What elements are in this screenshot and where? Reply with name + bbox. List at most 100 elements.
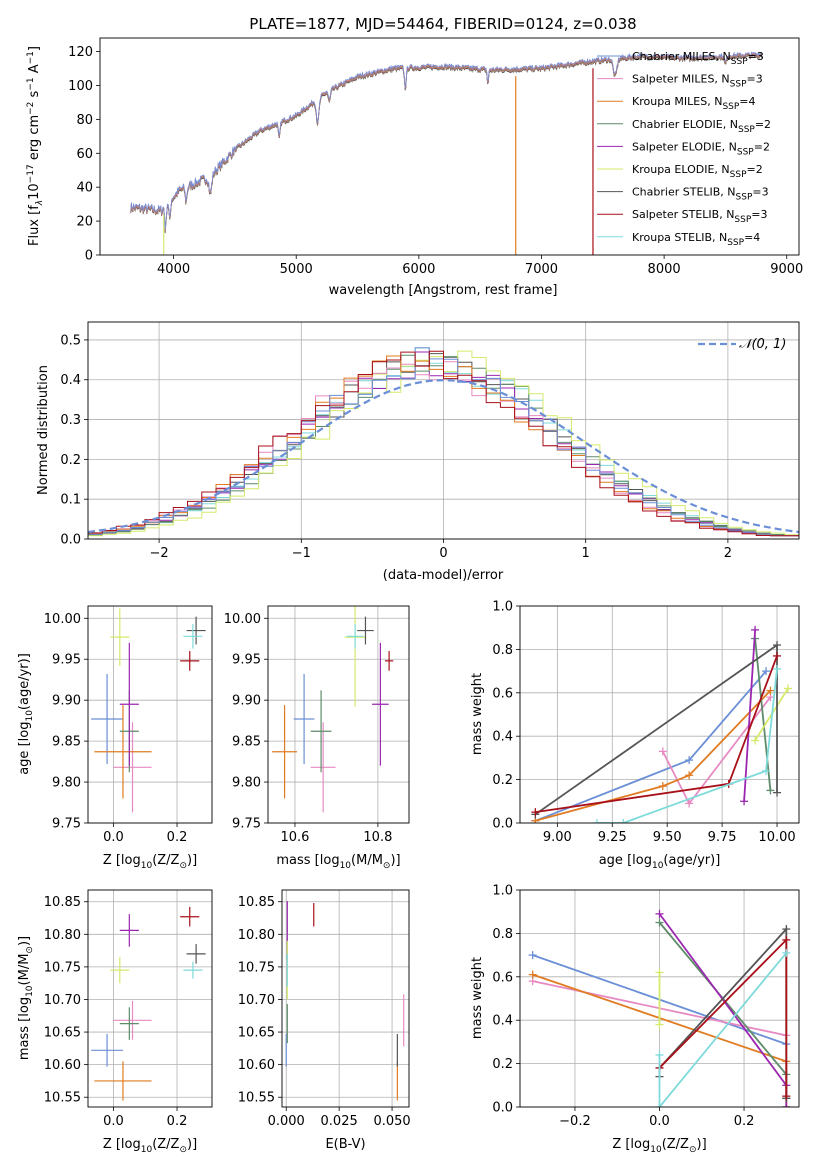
age-vs-mass-panel: 10.6 10.8 9.75 9.80 9.85 9.90 9.95 10.00 mass [l…: [224, 605, 410, 871]
age-vs-metallicity-panel: 0.0 0.2 9.75 9.80 9.85 9.90 9.95 10.00 Z [log10(…: [17, 605, 213, 871]
weight-series-kroupa-stelib: [655, 948, 791, 1107]
y-tick-label: 0.2: [492, 1057, 513, 1072]
errorbar-salpeter-miles: [310, 722, 336, 813]
y-tick-label: 100: [68, 79, 93, 94]
weight-marker: [751, 625, 760, 634]
y-tick-label: 120: [68, 45, 93, 60]
legend-label-chabrier-elodie: Chabrier ELODIE, NSSP=2: [632, 118, 771, 135]
svg-text:age [log10(age/yr)]: age [log10(age/yr)]: [17, 653, 35, 775]
plot-area: [130, 51, 763, 255]
y-tick-label: 9.80: [232, 776, 261, 791]
y-tick-label: 0.6: [492, 686, 513, 701]
residuals-y-label: Normed distribution: [36, 365, 51, 495]
weight-series-chabrier-stelib: [531, 641, 782, 819]
spectrum-line-salpeter-miles: [130, 51, 763, 231]
y-tick-label: 10.80: [238, 928, 275, 943]
errorbar-salpeter-elodie: [372, 642, 389, 766]
x-tick-label: 0.050: [373, 1114, 410, 1129]
weight-line: [658, 952, 787, 1107]
y-tick-label: 0.0: [492, 1101, 513, 1116]
plot-area: [88, 347, 799, 537]
legend-label-kroupa-miles: Kroupa MILES, NSSP=4: [632, 95, 756, 112]
spectrum-line-salpeter-stelib: [130, 54, 763, 233]
weight-marker: [773, 651, 782, 660]
y-tick-label: 10.60: [44, 1058, 81, 1073]
weight-series-chabrier-stelib: [655, 925, 791, 1103]
x-tick-label: 9.25: [598, 830, 627, 845]
weight-marker: [685, 799, 694, 808]
x-tick-label: 1: [582, 546, 590, 561]
x-tick-label: 0.2: [167, 1114, 188, 1129]
x-tick-label: 9.75: [708, 830, 737, 845]
spectrum-line-kroupa-stelib: [130, 54, 763, 234]
gaussian-curve: [88, 379, 799, 534]
y-tick-label: 10.55: [238, 1091, 275, 1106]
errorbar-salpeter-stelib: [384, 651, 394, 671]
y-tick-label: 0.1: [60, 493, 81, 508]
x-tick-label: 8000: [648, 262, 681, 277]
weight-marker: [685, 756, 694, 765]
spectrum-y-label: Flux [fλ10−17 erg cm−2 s−1 A−1]: [26, 46, 45, 246]
weight-marker: [655, 1020, 664, 1029]
spectrum-line-chabrier-stelib: [130, 53, 763, 233]
mass-vs-Z-y-label: mass [log10(M/M⊙)]: [17, 936, 35, 1060]
y-tick-label: 9.90: [52, 694, 81, 709]
errorbar-kroupa-miles: [94, 705, 152, 799]
errorbar-kroupa-stelib: [183, 624, 203, 649]
x-tick-label: 0.000: [268, 1114, 305, 1129]
x-tick-label: 2: [724, 546, 732, 561]
weight-series-chabrier-miles: [531, 667, 771, 823]
weight-marker: [655, 909, 664, 918]
errorbar-chabrier-miles: [91, 1034, 123, 1067]
weight-marker: [619, 819, 628, 823]
weight-line: [658, 937, 788, 1097]
weight-line: [658, 926, 788, 1099]
weight-marker: [528, 951, 537, 960]
weight-vs-Z-y-label: mass weight: [470, 957, 485, 1039]
weight-vs-age-y-label: mass weight: [470, 673, 485, 755]
weight-vs-Z-x-label: Z [log10(Z/Z⊙)]: [612, 1137, 706, 1155]
weight-marker: [766, 686, 775, 695]
weight-line: [754, 638, 772, 791]
svg-text:mass [log10(M/M⊙)]: mass [log10(M/M⊙)]: [17, 936, 35, 1060]
weight-marker: [762, 766, 771, 775]
weight-marker: [782, 1103, 791, 1107]
errorbar-chabrier-stelib: [357, 616, 374, 645]
x-tick-label: −1: [292, 546, 311, 561]
weight-line: [658, 913, 788, 1107]
x-tick-label: −2: [150, 546, 169, 561]
weight-marker: [784, 684, 793, 693]
y-tick-label: 10.65: [238, 1026, 275, 1041]
weight-series-salpeter-stelib: [655, 935, 791, 1101]
spectrum-line-chabrier-miles: [130, 51, 763, 230]
weight-marker: [685, 771, 694, 780]
weight-marker: [751, 736, 760, 745]
y-tick-label: 10.80: [44, 928, 81, 943]
y-tick-label: 0.8: [492, 927, 513, 942]
weight-marker: [531, 808, 540, 817]
weight-marker: [782, 935, 791, 944]
y-tick-label: 10.55: [44, 1091, 81, 1106]
y-tick-label: 0.2: [492, 773, 513, 788]
age-vs-Z-x-label: Z [log10(Z/Z⊙)]: [103, 853, 197, 871]
y-tick-label: 0.8: [492, 643, 513, 658]
mass-vs-extinction-panel: 0.000 0.025 0.050 10.55 10.60 10.65 10.70 10.75…: [238, 889, 411, 1152]
x-tick-label: 10.8: [363, 830, 392, 845]
y-tick-label: 0.5: [60, 333, 81, 348]
legend-label-gaussian: 𝒩(0, 1): [739, 337, 786, 352]
weight-marker: [762, 667, 771, 676]
spectrum-line-chabrier-elodie: [130, 52, 763, 232]
weight-marker: [782, 1092, 791, 1101]
residuals-x-label: (data-model)/error: [383, 568, 504, 583]
y-tick-label: 9.95: [232, 653, 261, 668]
y-tick-label: 9.85: [232, 735, 261, 750]
errorbar-salpeter-stelib: [180, 651, 200, 671]
y-tick-label: 10.00: [44, 612, 81, 627]
weight-marker: [740, 797, 749, 806]
weight-marker: [766, 786, 775, 795]
x-tick-label: 10.00: [758, 830, 795, 845]
spectrum-legend: Chabrier MILES, NSSP=3 Salpeter MILES, NS…: [597, 50, 771, 248]
y-tick-label: 0.0: [492, 817, 513, 832]
x-tick-label: 0.025: [321, 1114, 358, 1129]
axes-frame: [519, 605, 800, 824]
